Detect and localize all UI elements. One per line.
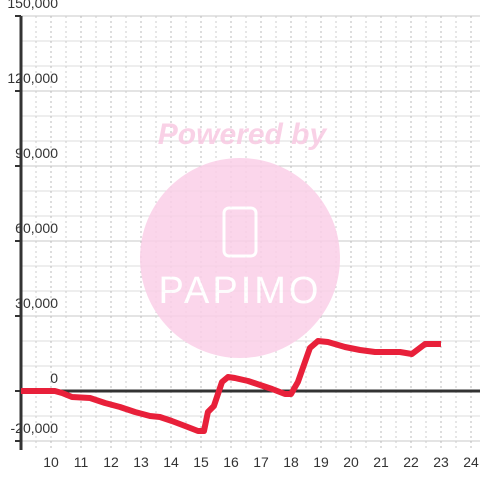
y-tick-label: 150,000 (7, 0, 58, 11)
y-tick-label: 90,000 (15, 145, 58, 161)
watermark-circle (140, 158, 340, 358)
x-tick-label: 20 (343, 454, 359, 470)
x-tick-label: 19 (313, 454, 329, 470)
x-tick-label: 23 (433, 454, 449, 470)
y-tick-label: 60,000 (15, 220, 58, 236)
watermark: Powered by PAPIMO (140, 118, 340, 358)
x-tick-label: 11 (74, 454, 89, 470)
x-tick-label: 13 (133, 454, 149, 470)
y-tick-label: -20,000 (11, 420, 59, 436)
x-tick-label: 24 (463, 454, 479, 470)
watermark-logo: PAPIMO (159, 270, 322, 312)
x-tick-label: 18 (283, 454, 299, 470)
x-tick-label: 21 (373, 454, 389, 470)
line-series (21, 338, 441, 434)
plot (21, 338, 441, 434)
x-tick-label: 22 (403, 454, 419, 470)
x-tick-label: 16 (223, 454, 239, 470)
x-tick-label: 12 (103, 454, 119, 470)
watermark-phone (222, 206, 258, 258)
watermark-text: Powered by (158, 118, 328, 151)
y-tick-label: 30,000 (15, 295, 58, 311)
x-tick-label: 10 (43, 454, 59, 470)
y-tick-label: 0 (50, 370, 58, 386)
x-tick-label: 15 (193, 454, 209, 470)
x-tick-label: 17 (253, 454, 269, 470)
y-tick-label: 120,000 (7, 70, 58, 86)
x-tick-label: 14 (163, 454, 179, 470)
